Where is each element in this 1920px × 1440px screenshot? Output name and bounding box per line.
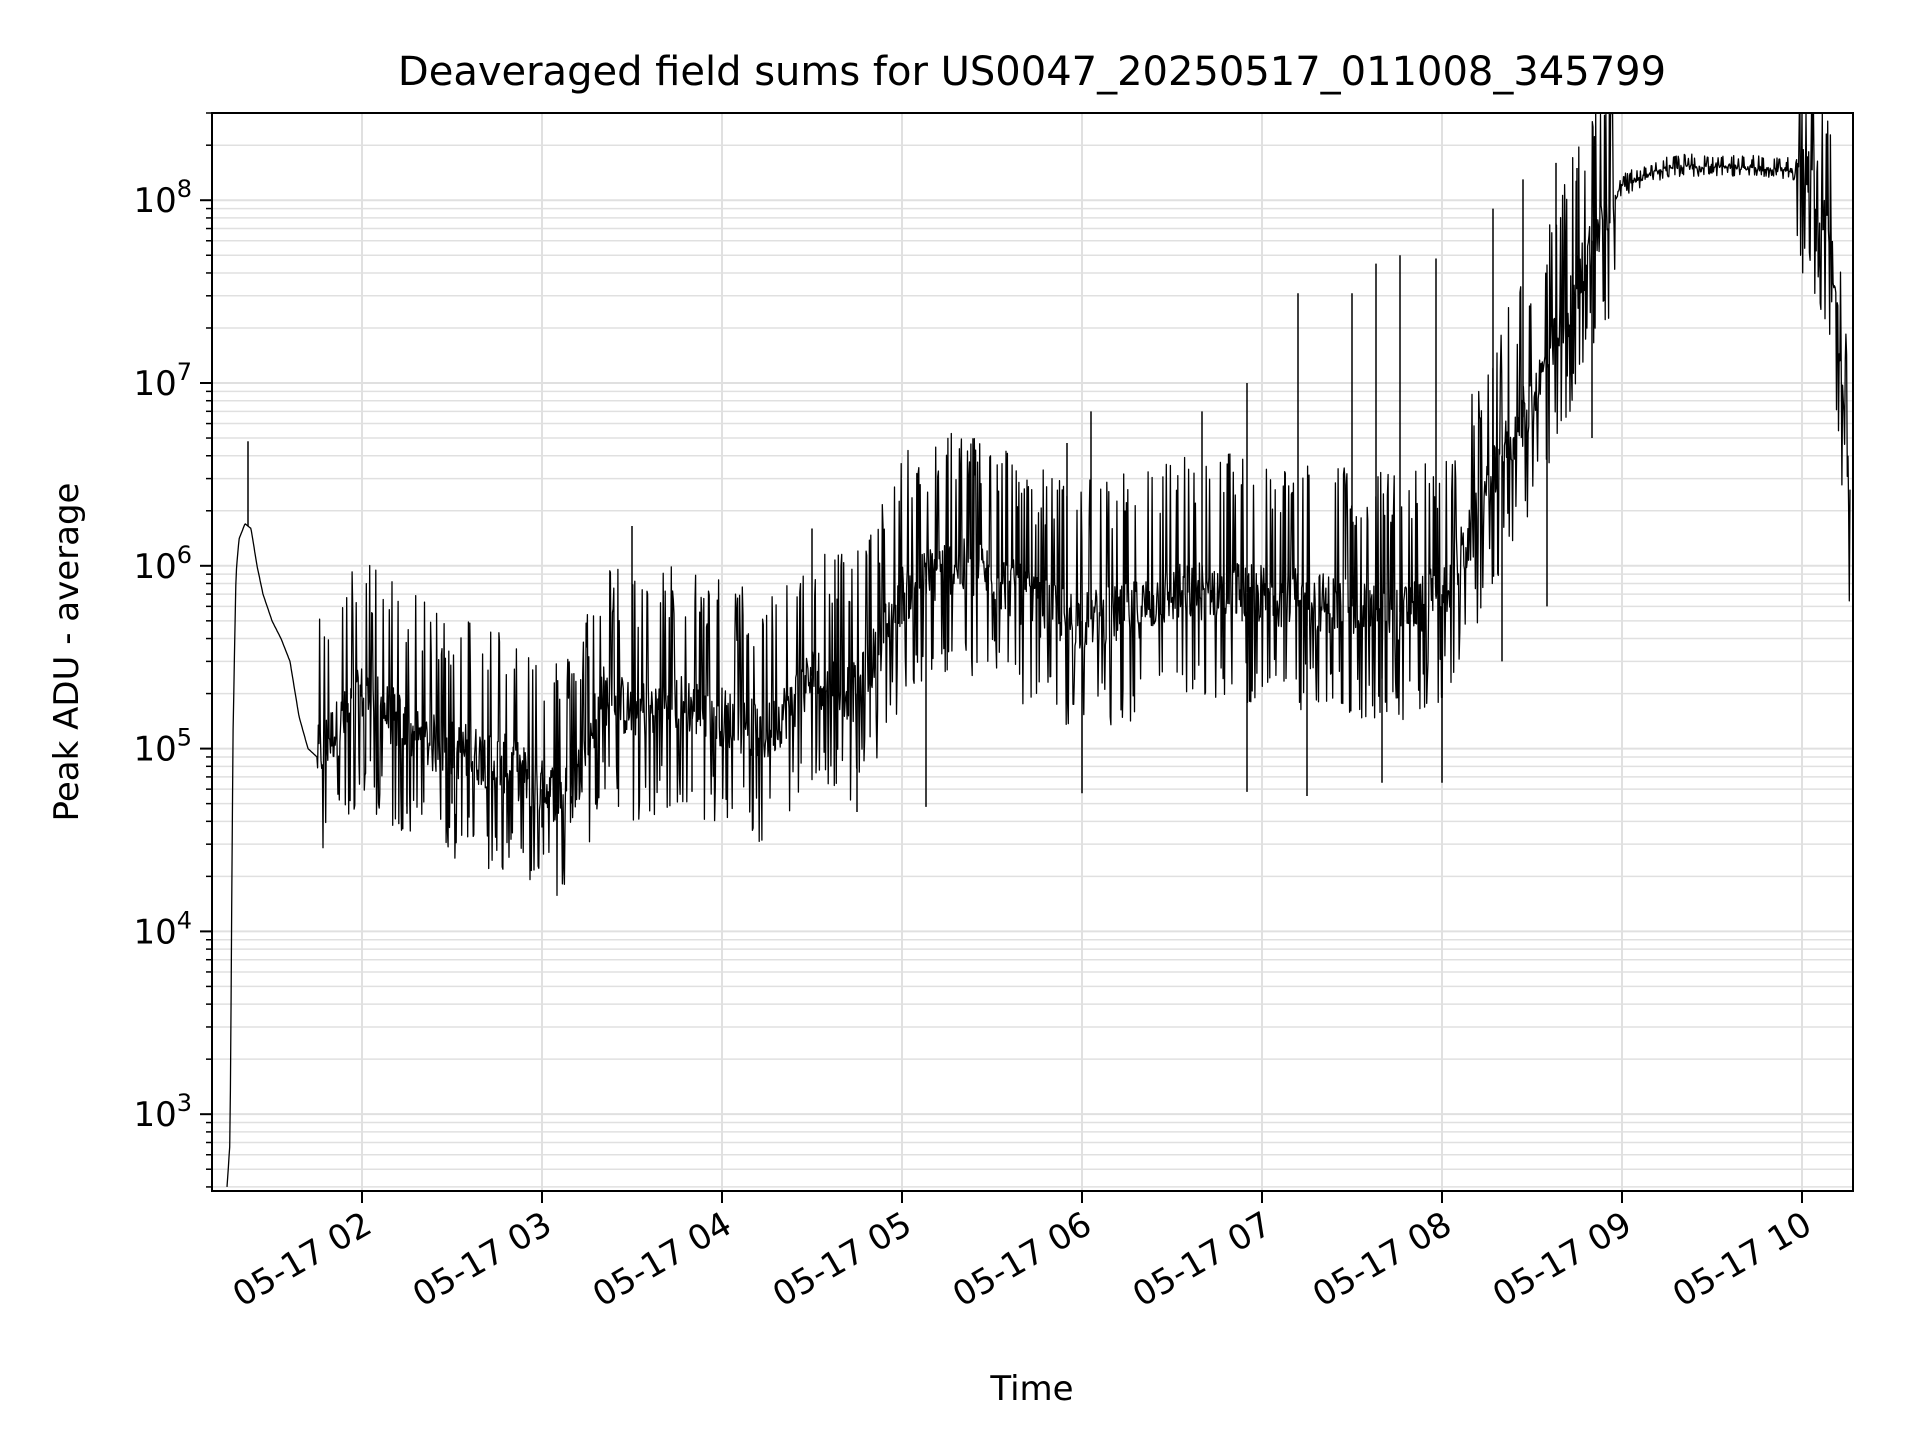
grid-layer [212,112,1853,1191]
series-line [226,112,1851,1187]
y-tick-base: 10 [133,1095,176,1135]
y-axis-label: Peak ADU - average [47,483,87,822]
y-tick-exponent: 7 [177,358,192,386]
y-tick-label: 106 [133,541,192,587]
y-tick-label: 104 [133,906,192,952]
y-tick-label: 103 [133,1089,192,1135]
y-tick-base: 10 [133,912,176,952]
y-tick-base: 10 [133,730,176,770]
y-tick-base: 10 [133,547,176,587]
y-tick-label: 105 [133,724,192,770]
x-axis-label: Time [989,1369,1073,1409]
y-tick-exponent: 3 [177,1089,192,1117]
y-tick-base: 10 [133,181,176,221]
chart-title: Deaveraged field sums for US0047_2025051… [398,49,1666,95]
y-tick-exponent: 4 [177,906,192,934]
plot-frame [211,112,1854,1192]
y-tick-exponent: 5 [177,724,192,752]
y-tick-base: 10 [133,364,176,404]
y-tick-exponent: 8 [177,175,192,203]
y-tick-label: 107 [133,358,192,404]
y-tick-label: 108 [133,175,192,221]
series-layer [226,112,1851,1187]
y-tick-exponent: 6 [177,541,192,569]
